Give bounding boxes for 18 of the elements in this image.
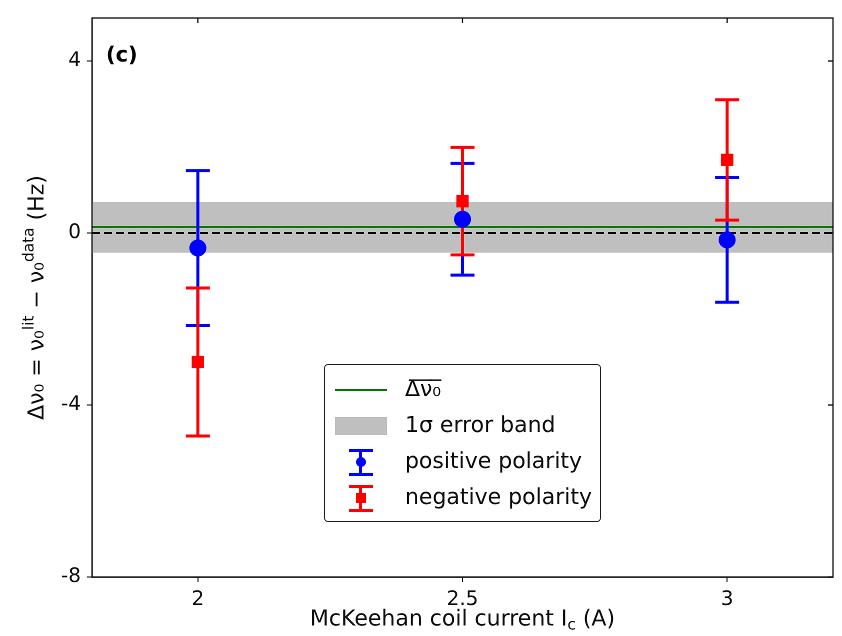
annotation: (c) bbox=[106, 42, 138, 66]
point bbox=[456, 195, 469, 208]
point bbox=[718, 231, 736, 248]
legend-label: Δ̅ν̅₀̅ bbox=[404, 376, 442, 404]
legend-label: 1σ error band bbox=[404, 412, 556, 440]
point bbox=[454, 210, 471, 228]
y-tick-label: -8 bbox=[61, 563, 81, 588]
point bbox=[189, 240, 206, 257]
legend-label: negative polarity bbox=[404, 484, 592, 512]
y-tick-label: 4 bbox=[68, 47, 81, 72]
y-tick-label: 0 bbox=[68, 219, 81, 244]
x-tick-label: 2 bbox=[191, 586, 204, 610]
y-axis-title: Δν₀ = ν₀lit − ν₀data (Hz) bbox=[20, 175, 50, 420]
y-tick-label: -4 bbox=[61, 391, 81, 416]
point bbox=[720, 154, 734, 166]
x-tick-label: 3 bbox=[720, 586, 734, 610]
point bbox=[192, 356, 204, 368]
legend-label: positive polarity bbox=[404, 448, 582, 476]
